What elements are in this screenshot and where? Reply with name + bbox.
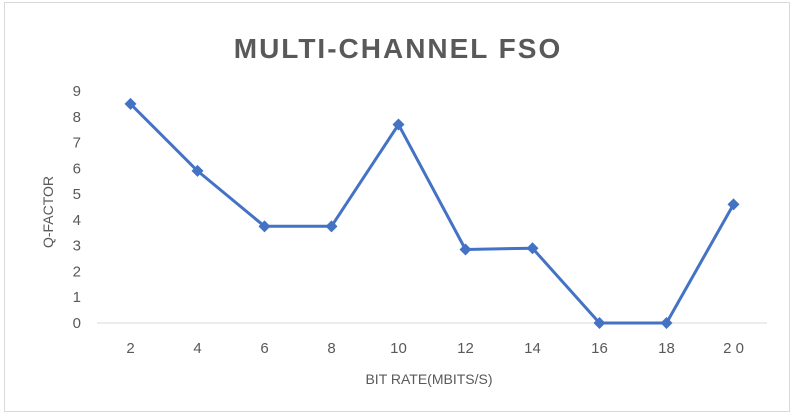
x-tick-label: 2	[126, 340, 134, 357]
data-point-marker	[459, 243, 472, 256]
x-tick-label: 4	[193, 340, 201, 357]
y-tick-label: 5	[73, 186, 81, 203]
y-axis-ticks: 0 1 2 3 4 5 6 7 8 9	[73, 83, 81, 332]
x-tick-label: 16	[591, 340, 608, 357]
y-tick-label: 1	[73, 289, 81, 306]
x-tick-label: 8	[327, 340, 335, 357]
data-point-marker	[191, 164, 204, 177]
x-axis-ticks: 2 4 6 8 10 12 14 16 18 2 0	[126, 340, 744, 357]
y-tick-label: 6	[73, 160, 81, 177]
y-tick-label: 7	[73, 135, 81, 152]
y-tick-label: 2	[73, 263, 81, 280]
data-point-marker	[593, 317, 606, 329]
data-point-marker	[727, 198, 740, 211]
data-point-marker	[392, 118, 405, 131]
x-tick-label: 6	[260, 340, 268, 357]
data-point-marker	[124, 97, 137, 110]
series-line	[129, 102, 735, 325]
x-axis-title: BIT RATE(MBITS/S)	[365, 371, 492, 387]
x-tick-label: 12	[457, 340, 474, 357]
series-markers	[124, 97, 740, 329]
data-point-marker	[258, 220, 271, 233]
data-point-marker	[526, 242, 539, 255]
x-tick-label: 18	[658, 340, 675, 357]
y-tick-label: 4	[73, 212, 81, 229]
data-point-marker	[660, 317, 673, 329]
y-axis-title: Q-FACTOR	[40, 176, 56, 248]
chart-title: MULTI-CHANNEL FSO	[234, 33, 563, 64]
x-tick-label: 14	[524, 340, 541, 357]
x-tick-label: 10	[390, 340, 407, 357]
y-tick-label: 9	[73, 83, 81, 100]
x-tick-label: 2 0	[723, 340, 744, 357]
y-tick-label: 0	[73, 315, 81, 332]
data-point-marker	[325, 220, 338, 233]
y-tick-label: 8	[73, 109, 81, 126]
y-tick-label: 3	[73, 238, 81, 255]
